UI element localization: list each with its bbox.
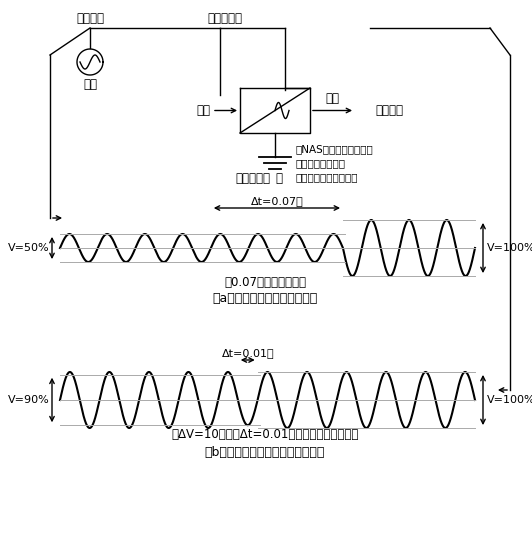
Text: 直流: 直流 xyxy=(196,104,210,117)
Text: 交流: 交流 xyxy=(83,79,97,91)
Text: （NAS電池、レドックス: （NAS電池、レドックス xyxy=(295,144,373,154)
Text: 重要負荷: 重要負荷 xyxy=(375,104,403,117)
Text: V=50%: V=50% xyxy=(9,243,50,253)
Text: （0.07秒程度が最短）: （0.07秒程度が最短） xyxy=(224,275,306,289)
Text: （a）電力系統側の電圧波形例: （a）電力系統側の電圧波形例 xyxy=(212,291,318,305)
Text: 採用されつつある。）: 採用されつつある。） xyxy=(295,172,358,182)
Text: （ΔV=10％、　Δt=0.01秒程度が必要になる）: （ΔV=10％、 Δt=0.01秒程度が必要になる） xyxy=(171,428,359,442)
Text: V=100%: V=100% xyxy=(487,395,532,405)
Text: 商用電源: 商用電源 xyxy=(76,12,104,24)
Text: Δt=0.07秒: Δt=0.07秒 xyxy=(251,196,303,206)
Text: 高速開閉器: 高速開閉器 xyxy=(207,12,243,24)
Text: フロー電池なども: フロー電池なども xyxy=(295,158,345,168)
Text: バッテリー: バッテリー xyxy=(235,172,270,186)
Text: Δt=0.01秒: Δt=0.01秒 xyxy=(221,348,274,358)
Text: （b）対策付きの部分の電圧波形例: （b）対策付きの部分の電圧波形例 xyxy=(205,445,325,459)
Text: （: （ xyxy=(275,172,282,186)
Text: V=90%: V=90% xyxy=(9,395,50,405)
Text: 交流: 交流 xyxy=(325,92,339,105)
Text: V=100%: V=100% xyxy=(487,243,532,253)
